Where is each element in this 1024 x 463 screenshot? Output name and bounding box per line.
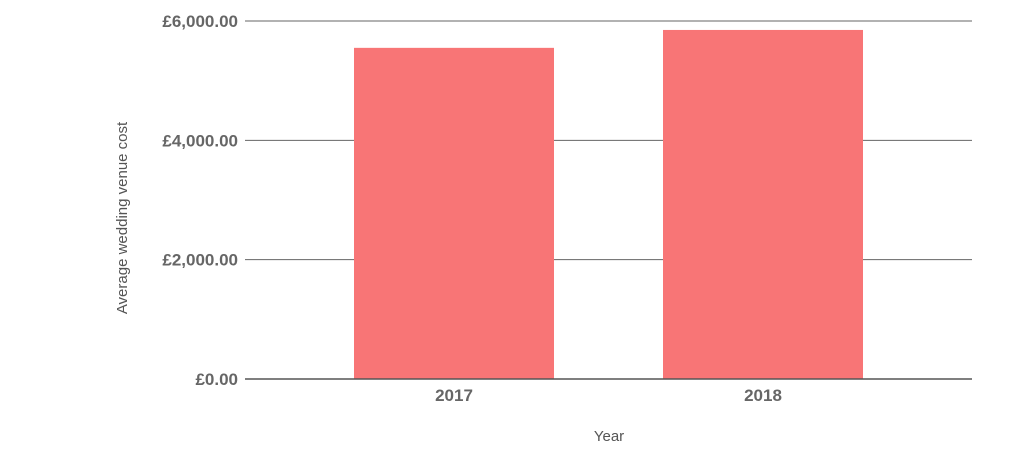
y-axis-title: Average wedding venue cost: [114, 121, 131, 314]
y-tick-labels: £0.00 £2,000.00 £4,000.00 £6,000.00: [162, 12, 238, 389]
bar-2018: [663, 29, 863, 379]
x-axis-title: Year: [594, 428, 624, 445]
y-tick-label: £6,000.00: [162, 12, 238, 31]
y-tick-label: £2,000.00: [162, 251, 238, 270]
x-tick-label: 2018: [744, 386, 782, 405]
bar-2017: [354, 47, 554, 379]
x-tick-labels: 2017 2018: [435, 386, 782, 405]
bars: [354, 29, 863, 379]
y-tick-label: £4,000.00: [162, 131, 238, 150]
y-tick-label: £0.00: [195, 370, 238, 389]
x-tick-label: 2017: [435, 386, 473, 405]
